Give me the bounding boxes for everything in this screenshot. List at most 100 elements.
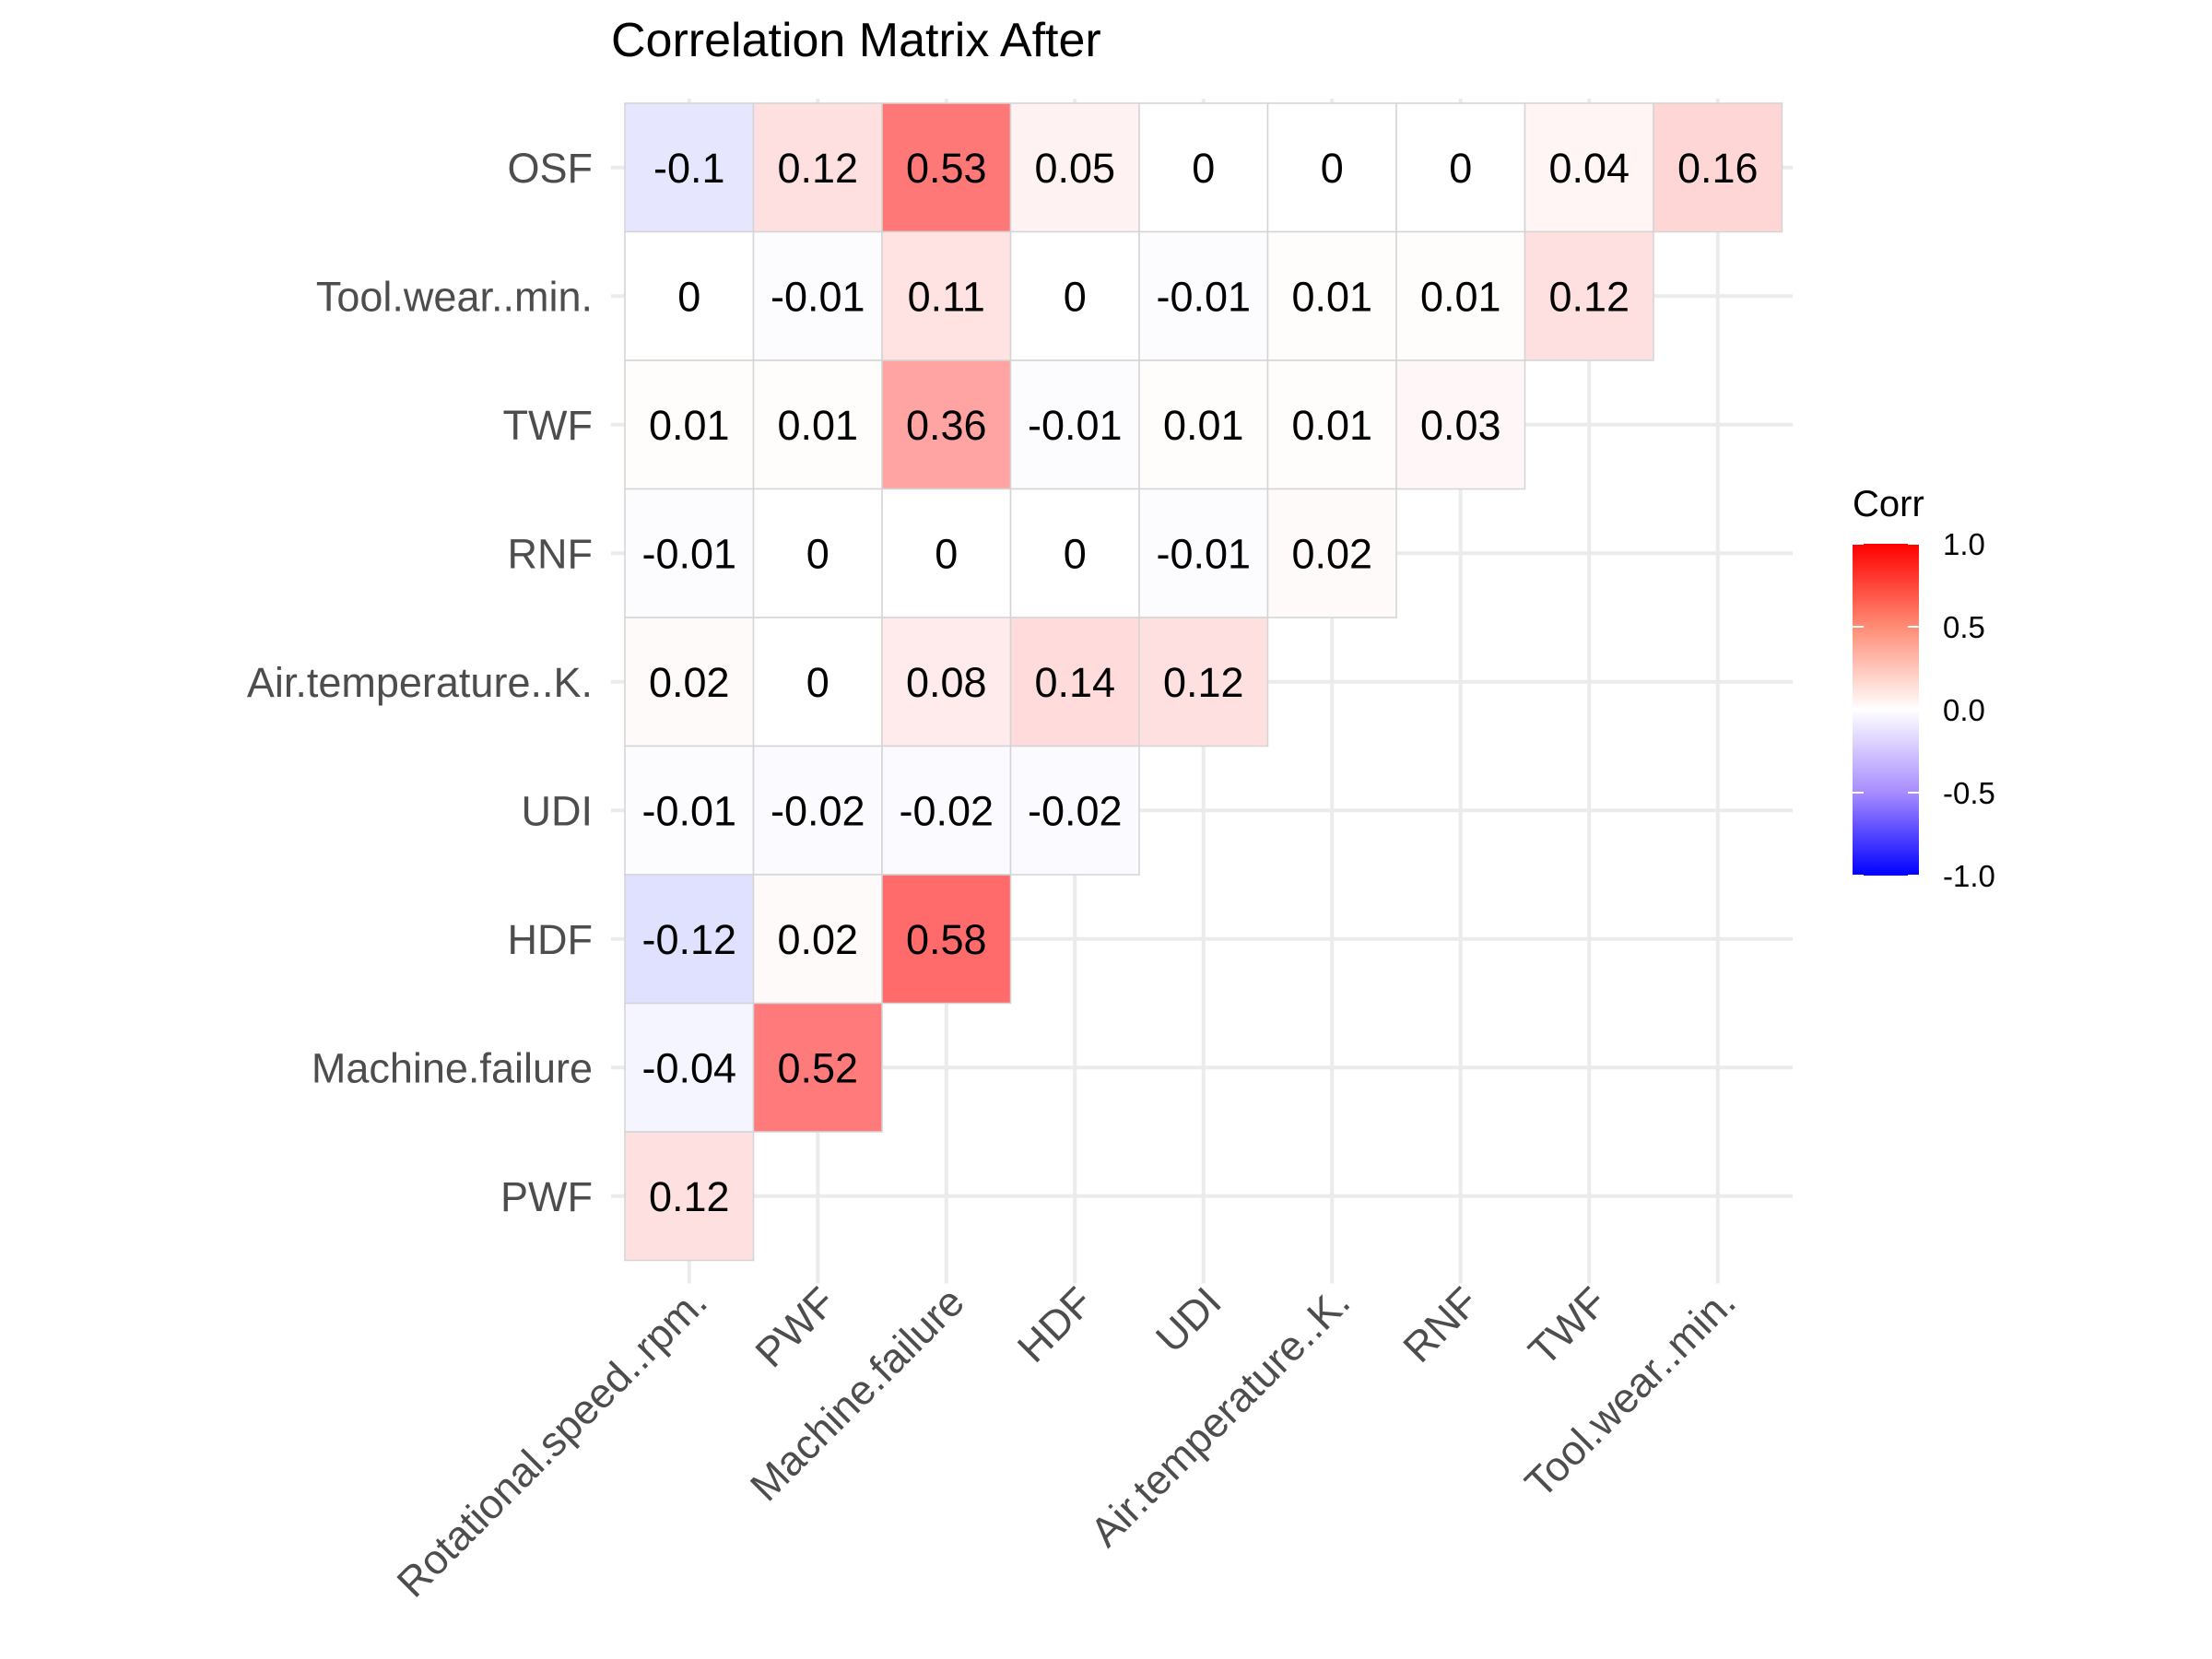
cell-value-label: 0.01 [1163, 402, 1244, 449]
x-axis-label: RNF [1394, 1278, 1487, 1371]
y-axis-label: Machine.failure [312, 1044, 593, 1091]
chart-title: Correlation Matrix After [611, 14, 1101, 67]
heatmap-cell [752, 745, 883, 876]
cell-value-label: 0.12 [1548, 273, 1630, 320]
heatmap-cell [1009, 102, 1140, 233]
cell-value-label: 0.12 [777, 145, 858, 192]
cell-value-label: 0.53 [906, 145, 987, 192]
cell-value-label: 0.16 [1677, 145, 1759, 192]
x-axis-label: Rotational.speed..rpm. [388, 1278, 716, 1606]
y-axis-label: RNF [508, 530, 593, 577]
y-axis-label: TWF [503, 402, 593, 449]
heatmap-cell [1653, 102, 1783, 233]
color-legend: Corr 1.0 0.5 0.0 -0.5 -1.0 [1853, 484, 1995, 893]
cell-value-label: -0.04 [641, 1044, 736, 1091]
heatmap-cell [1395, 102, 1526, 233]
cell-value-label: -0.02 [1028, 787, 1123, 834]
cell-value-label: -0.01 [771, 273, 865, 320]
heatmap-cell [1138, 102, 1269, 233]
cell-value-label: 0 [1064, 530, 1087, 577]
cell-value-label: 0.02 [777, 916, 858, 963]
x-axis-label: TWF [1519, 1278, 1616, 1375]
cell-value-label: 0 [677, 273, 700, 320]
heatmap-cell [881, 102, 1012, 233]
cell-value-label: 0.01 [649, 402, 730, 449]
x-axis-label: PWF [747, 1278, 845, 1377]
cell-value-label: 0 [1321, 145, 1344, 192]
heatmap-cell [1138, 488, 1269, 618]
cell-value-label: 0 [806, 530, 830, 577]
heatmap-cell [1266, 488, 1397, 618]
heatmap-cell [624, 102, 755, 233]
cell-value-label: -0.12 [641, 916, 736, 963]
y-axis-label: Air.temperature..K. [247, 659, 593, 706]
cell-value-label: 0.11 [908, 273, 985, 320]
cell-value-label: 0 [1064, 273, 1087, 320]
cell-value-label: 0.01 [1420, 273, 1501, 320]
cell-value-label: -0.01 [641, 530, 736, 577]
cell-value-label: -0.02 [771, 787, 865, 834]
cell-value-label: -0.01 [1156, 273, 1251, 320]
legend-tick-label: -1.0 [1943, 859, 1995, 893]
y-axis-label: Tool.wear..min. [316, 273, 593, 320]
cell-value-label: 0.02 [649, 659, 730, 706]
y-axis-label: OSF [507, 145, 593, 192]
cell-value-label: 0.01 [1291, 273, 1372, 320]
heatmap-cell [752, 359, 883, 490]
heatmap-cell [1009, 617, 1140, 747]
heatmap-cell [1524, 230, 1654, 361]
legend-tick-label: 0.0 [1943, 693, 1985, 727]
cell-value-label: 0.02 [1291, 530, 1372, 577]
heatmap-cell [1524, 102, 1654, 233]
cell-value-label: 0.04 [1548, 145, 1630, 192]
heatmap-cell [1395, 359, 1526, 490]
cell-value-label: 0.12 [1163, 659, 1244, 706]
heatmap-cell [752, 617, 883, 747]
cell-value-label: 0.36 [906, 402, 987, 449]
heatmap-cell [881, 488, 1012, 618]
cell-value-label: 0.14 [1034, 659, 1115, 706]
cell-value-label: 0.03 [1420, 402, 1501, 449]
heatmap-cell [1266, 359, 1397, 490]
y-axis-label: PWF [500, 1173, 593, 1220]
y-axis-labels: OSF Tool.wear..min. TWF RNF Air.temperature.… [247, 145, 593, 1220]
cell-value-label: 0.12 [649, 1173, 730, 1220]
cell-value-label: 0 [1449, 145, 1472, 192]
cell-value-label: 0.58 [906, 916, 987, 963]
cell-value-label: -0.1 [653, 145, 725, 192]
cell-value-label: -0.01 [641, 787, 736, 834]
cell-value-label: 0.05 [1034, 145, 1115, 192]
heatmap-cell [752, 1002, 883, 1133]
cell-value-label: -0.01 [1156, 530, 1251, 577]
cell-value-label: 0 [935, 530, 958, 577]
heatmap-cells: -0.1 0.12 0.53 0.05 0 0 0 0.04 0.16 0 -0.01 0.11 0 -0… [624, 102, 1783, 1262]
cell-value-label: 0.08 [906, 659, 987, 706]
x-axis-label: UDI [1147, 1278, 1230, 1362]
heatmap-cell [1138, 230, 1269, 361]
heatmap-cell [1009, 745, 1140, 876]
heatmap-cell [881, 745, 1012, 876]
legend-tick-label: -0.5 [1943, 776, 1995, 810]
heatmap-cell [1266, 230, 1397, 361]
legend-title: Corr [1853, 484, 1924, 524]
cell-value-label: -0.02 [899, 787, 994, 834]
cell-value-label: 0.01 [777, 402, 858, 449]
x-axis-labels: Rotational.speed..rpm. PWFMachine.failure… [388, 1278, 1745, 1606]
y-axis-label: HDF [508, 916, 593, 963]
y-axis-label: UDI [522, 787, 594, 834]
cell-value-label: -0.01 [1028, 402, 1123, 449]
legend-ticks: 1.0 0.5 0.0 -0.5 -1.0 [1853, 527, 1995, 893]
cell-value-label: 0 [1192, 145, 1215, 192]
heatmap-cell [1009, 359, 1140, 490]
cell-value-label: 0.01 [1291, 402, 1372, 449]
cell-value-label: 0 [806, 659, 830, 706]
heatmap-cell [1009, 488, 1140, 618]
heatmap-cell [624, 745, 755, 876]
cell-value-label: 0.52 [777, 1044, 858, 1091]
heatmap-cell [624, 1002, 755, 1133]
heatmap-cell [1138, 617, 1269, 747]
heatmap-cell [752, 874, 883, 1005]
heatmap-cell [624, 1131, 755, 1262]
heatmap-cell [1266, 102, 1397, 233]
